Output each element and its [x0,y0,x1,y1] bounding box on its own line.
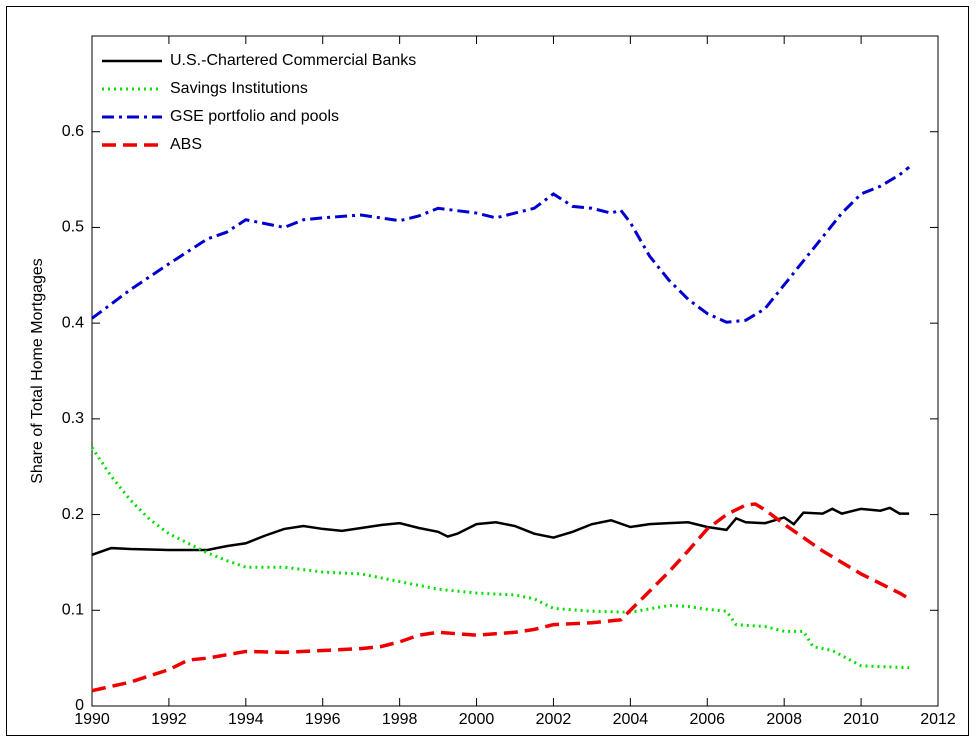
series-line [91,502,911,693]
series-line [91,506,910,556]
x-tick-label: 2004 [613,711,649,728]
y-tick-label: 0.1 [62,602,84,619]
x-tick-label: 2010 [843,711,879,728]
plot-area [91,35,939,707]
x-tick-label: 2008 [766,711,802,728]
figure-frame [6,6,969,736]
x-tick-label: 2012 [920,711,956,728]
legend-label: ABS [170,136,202,153]
legend-label: Savings Institutions [170,80,308,97]
x-tick-label: 2002 [536,711,572,728]
x-tick-label: 1990 [74,711,110,728]
y-tick-label: 0.4 [62,314,84,331]
y-tick-label: 0.3 [62,410,84,427]
x-tick-label: 1992 [151,711,187,728]
x-tick-label: 2000 [459,711,495,728]
y-tick-label: 0.5 [62,219,84,236]
y-tick-label: 0.2 [62,506,84,523]
y-tick-label: 0 [75,697,84,714]
x-tick-label: 1998 [382,711,418,728]
legend-label: GSE portfolio and pools [170,108,339,125]
y-axis-label: Share of Total Home Mortgages [29,258,46,484]
series-line [90,446,910,670]
x-tick-label: 2006 [689,711,725,728]
series-line [91,165,911,324]
x-tick-label: 1996 [305,711,341,728]
x-tick-label: 1994 [228,711,264,728]
legend-label: U.S.-Chartered Commercial Banks [170,52,416,69]
y-tick-label: 0.6 [62,123,84,140]
